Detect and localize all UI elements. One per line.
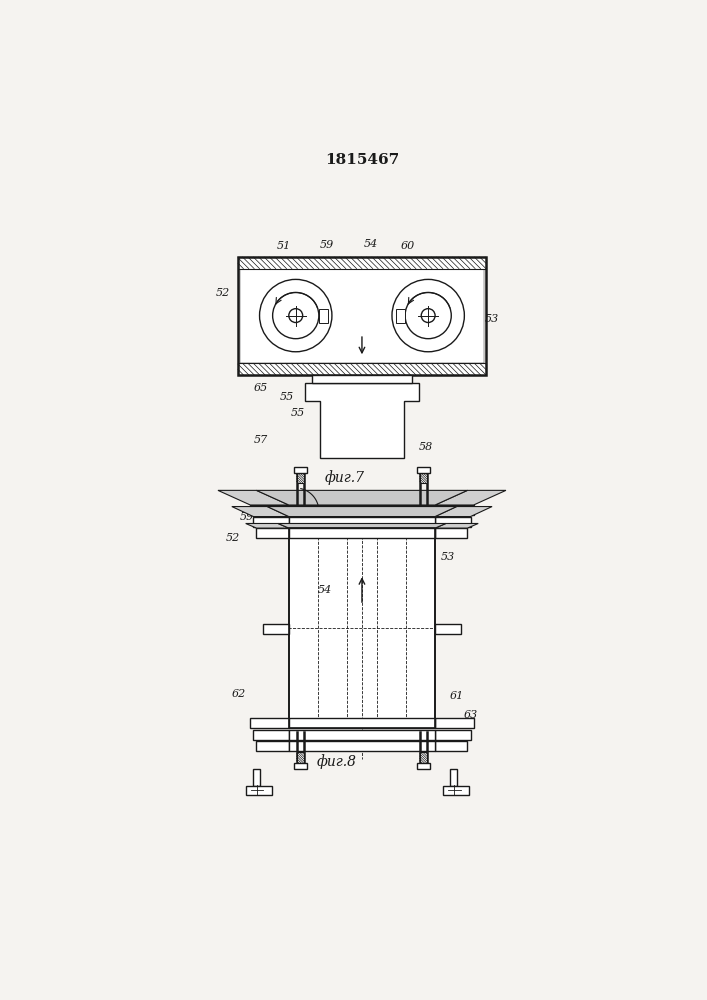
Text: 52: 52 <box>216 288 230 298</box>
Polygon shape <box>435 528 467 538</box>
Text: 54: 54 <box>364 239 378 249</box>
Polygon shape <box>435 624 461 634</box>
Polygon shape <box>294 763 307 769</box>
Text: 61: 61 <box>450 691 464 701</box>
Polygon shape <box>435 505 474 515</box>
Polygon shape <box>288 517 435 527</box>
Text: 61: 61 <box>255 495 270 505</box>
Polygon shape <box>435 523 478 528</box>
Polygon shape <box>253 517 288 527</box>
Text: фиг.8: фиг.8 <box>317 754 356 769</box>
Polygon shape <box>435 741 467 751</box>
Polygon shape <box>257 741 288 751</box>
Polygon shape <box>435 507 492 517</box>
Text: 52: 52 <box>226 533 240 543</box>
Polygon shape <box>396 309 405 323</box>
Polygon shape <box>294 466 307 473</box>
Polygon shape <box>253 730 288 740</box>
Polygon shape <box>435 730 471 740</box>
Polygon shape <box>319 309 328 323</box>
Polygon shape <box>278 523 446 528</box>
Polygon shape <box>417 466 430 473</box>
Text: 63: 63 <box>463 710 478 720</box>
Polygon shape <box>218 490 288 505</box>
Text: 62: 62 <box>232 689 246 699</box>
Text: 58: 58 <box>419 442 433 452</box>
Polygon shape <box>443 786 469 795</box>
Polygon shape <box>288 528 435 538</box>
Text: 1815467: 1815467 <box>325 153 399 167</box>
Polygon shape <box>250 718 288 728</box>
Polygon shape <box>238 257 486 269</box>
Text: 54: 54 <box>318 585 332 595</box>
Text: 55: 55 <box>291 408 305 418</box>
Polygon shape <box>420 752 428 763</box>
Polygon shape <box>240 269 484 363</box>
Polygon shape <box>246 523 288 528</box>
Polygon shape <box>288 741 435 751</box>
Polygon shape <box>250 505 288 515</box>
Polygon shape <box>246 786 272 795</box>
Polygon shape <box>252 769 260 786</box>
Text: 60: 60 <box>463 495 478 505</box>
Polygon shape <box>238 363 486 375</box>
Polygon shape <box>296 752 304 763</box>
Polygon shape <box>417 763 430 769</box>
Text: 65: 65 <box>254 383 268 393</box>
Polygon shape <box>288 730 435 740</box>
Polygon shape <box>296 473 304 483</box>
Text: фиг.7: фиг.7 <box>325 471 364 485</box>
Polygon shape <box>450 769 457 786</box>
Text: 59: 59 <box>240 512 254 522</box>
Polygon shape <box>288 505 435 515</box>
Polygon shape <box>435 718 474 728</box>
Text: 59: 59 <box>320 240 334 250</box>
Text: 56: 56 <box>402 386 417 396</box>
Text: 53: 53 <box>441 552 455 562</box>
Polygon shape <box>305 383 419 458</box>
Polygon shape <box>435 490 506 505</box>
Polygon shape <box>257 528 288 538</box>
Text: 60: 60 <box>401 241 415 251</box>
Polygon shape <box>420 473 428 483</box>
Polygon shape <box>262 624 288 634</box>
Polygon shape <box>288 528 435 728</box>
Text: 55: 55 <box>279 392 293 402</box>
Polygon shape <box>232 507 288 517</box>
Text: 51: 51 <box>277 241 291 251</box>
Polygon shape <box>257 490 467 505</box>
Polygon shape <box>312 375 412 383</box>
Polygon shape <box>435 517 471 527</box>
Polygon shape <box>267 507 457 517</box>
Text: 57: 57 <box>254 435 268 445</box>
Text: 53: 53 <box>485 314 499 324</box>
Polygon shape <box>288 718 435 728</box>
